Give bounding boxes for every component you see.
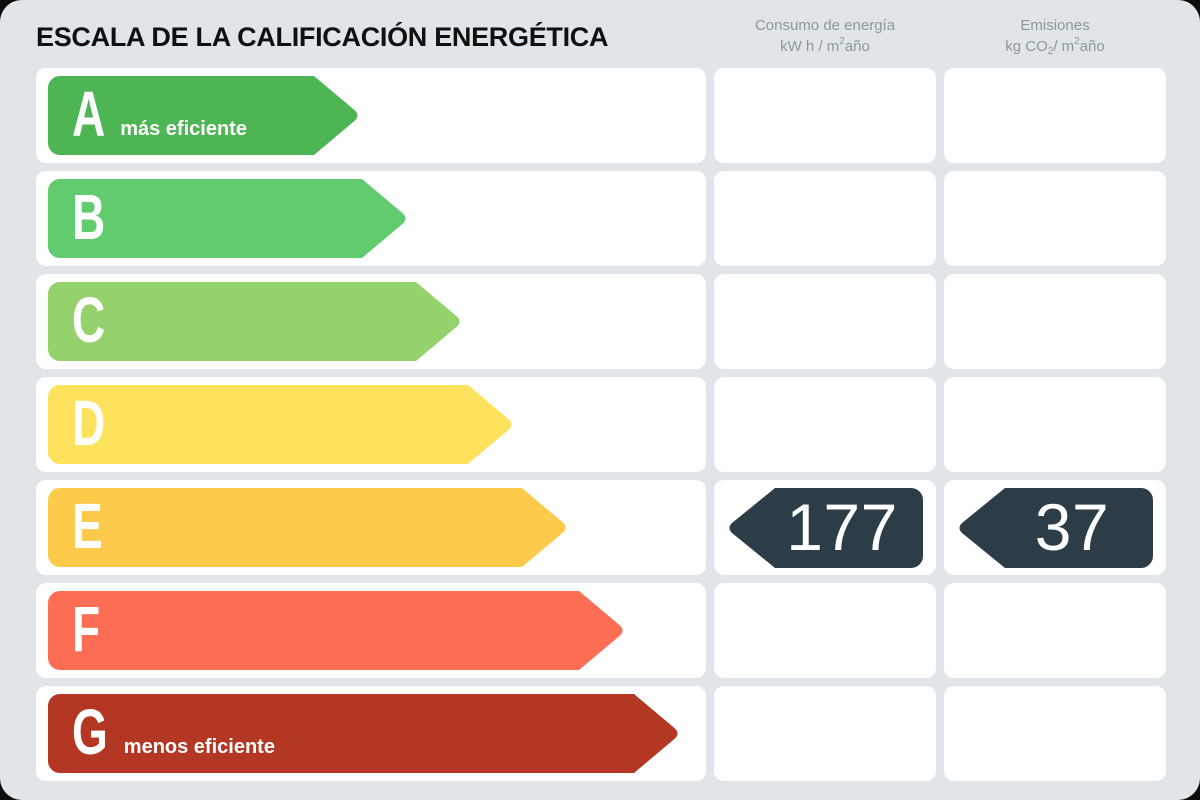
consumption-value-arrow: 177 <box>727 487 923 568</box>
rating-cell-C: C <box>36 274 706 369</box>
rating-cell-E: E <box>36 480 706 575</box>
consumption-header-title: Consumo de energía <box>754 17 896 34</box>
emissions-cell-E: 37 <box>944 480 1166 575</box>
rating-cell-F: F <box>36 583 706 678</box>
emissions-cell-A <box>944 68 1166 163</box>
emissions-cell-F <box>944 583 1166 678</box>
emissions-value-arrow: 37 <box>957 487 1153 568</box>
consumption-value-arrow-value: 177 <box>786 489 898 564</box>
rating-arrow-shape-C <box>48 282 460 361</box>
consumption-cell-C <box>714 274 936 369</box>
consumption-unit-sup: 2 <box>839 36 845 47</box>
rating-arrow-E: E <box>48 488 568 567</box>
rating-letter-C: C <box>72 283 106 356</box>
emissions-header-unit: kg CO2/ m2año <box>944 36 1166 57</box>
rating-row-C: C <box>36 274 1166 369</box>
rating-letter-F: F <box>72 592 101 665</box>
consumption-value-arrow-shape <box>729 487 923 568</box>
emissions-cell-B <box>944 171 1166 266</box>
rating-arrow-B: B <box>48 179 408 258</box>
rating-letter-B: B <box>72 180 106 253</box>
consumption-cell-B <box>714 171 936 266</box>
emissions-unit-pre: kg CO <box>1005 38 1048 55</box>
rating-letter-A: A <box>72 77 106 150</box>
consumption-cell-E: 177 <box>714 480 936 575</box>
rating-note-G: menos eficiente <box>123 736 275 758</box>
rating-arrow-content-B: B <box>48 179 408 258</box>
emissions-unit-sup: 2 <box>1074 36 1080 47</box>
rating-arrow-shape-F <box>48 591 623 670</box>
rating-row-B: B <box>36 171 1166 266</box>
rating-arrow-shape-B <box>48 179 406 258</box>
rating-row-D: D <box>36 377 1166 472</box>
rating-arrow-shape-A <box>48 76 358 155</box>
consumption-cell-G <box>714 686 936 781</box>
rating-arrow-F: F <box>48 591 625 670</box>
emissions-header: Emisiones kg CO2/ m2año <box>944 0 1166 57</box>
rating-cell-D: D <box>36 377 706 472</box>
rating-arrow-D: D <box>48 385 514 464</box>
consumption-unit-post: año <box>844 38 870 55</box>
header: ESCALA DE LA CALIFICACIÓN ENERGÉTICA Con… <box>36 0 1166 68</box>
rating-arrow-content-C: C <box>48 282 462 361</box>
emissions-header-title: Emisiones <box>1020 17 1090 34</box>
consumption-header: Consumo de energía kW h / m2año <box>714 0 936 57</box>
emissions-cell-C <box>944 274 1166 369</box>
emissions-unit-mid: / m <box>1053 38 1075 55</box>
rating-arrow-shape-D <box>48 385 512 464</box>
rating-note-A: más eficiente <box>120 118 247 140</box>
consumption-unit-pre: kW h / m <box>780 38 840 55</box>
rating-row-E: E 177 37 <box>36 480 1166 575</box>
consumption-cell-D <box>714 377 936 472</box>
consumption-cell-A <box>714 68 936 163</box>
rating-arrow-content-F: F <box>48 591 625 670</box>
rating-row-F: F <box>36 583 1166 678</box>
rating-letter-G: G <box>72 695 108 768</box>
consumption-header-unit: kW h / m2año <box>714 36 936 57</box>
rating-arrow-shape-G <box>48 694 678 773</box>
emissions-cell-G <box>944 686 1166 781</box>
rating-letter-E: E <box>72 489 103 562</box>
card-inner: ESCALA DE LA CALIFICACIÓN ENERGÉTICA Con… <box>36 0 1166 781</box>
rating-arrow-content-E: E <box>48 488 568 567</box>
rating-cell-B: B <box>36 171 706 266</box>
page-title: ESCALA DE LA CALIFICACIÓN ENERGÉTICA <box>36 22 609 52</box>
rating-arrow-C: C <box>48 282 462 361</box>
emissions-value-arrow-shape <box>959 487 1153 568</box>
emissions-unit-post: año <box>1079 38 1105 55</box>
rating-arrow-content-D: D <box>48 385 514 464</box>
rating-letter-D: D <box>72 386 106 459</box>
rating-arrow-shape-E <box>48 488 566 567</box>
consumption-cell-F <box>714 583 936 678</box>
emissions-value-arrow-value: 37 <box>1034 489 1110 564</box>
emissions-cell-D <box>944 377 1166 472</box>
emissions-unit-sub: 2 <box>1047 46 1054 57</box>
